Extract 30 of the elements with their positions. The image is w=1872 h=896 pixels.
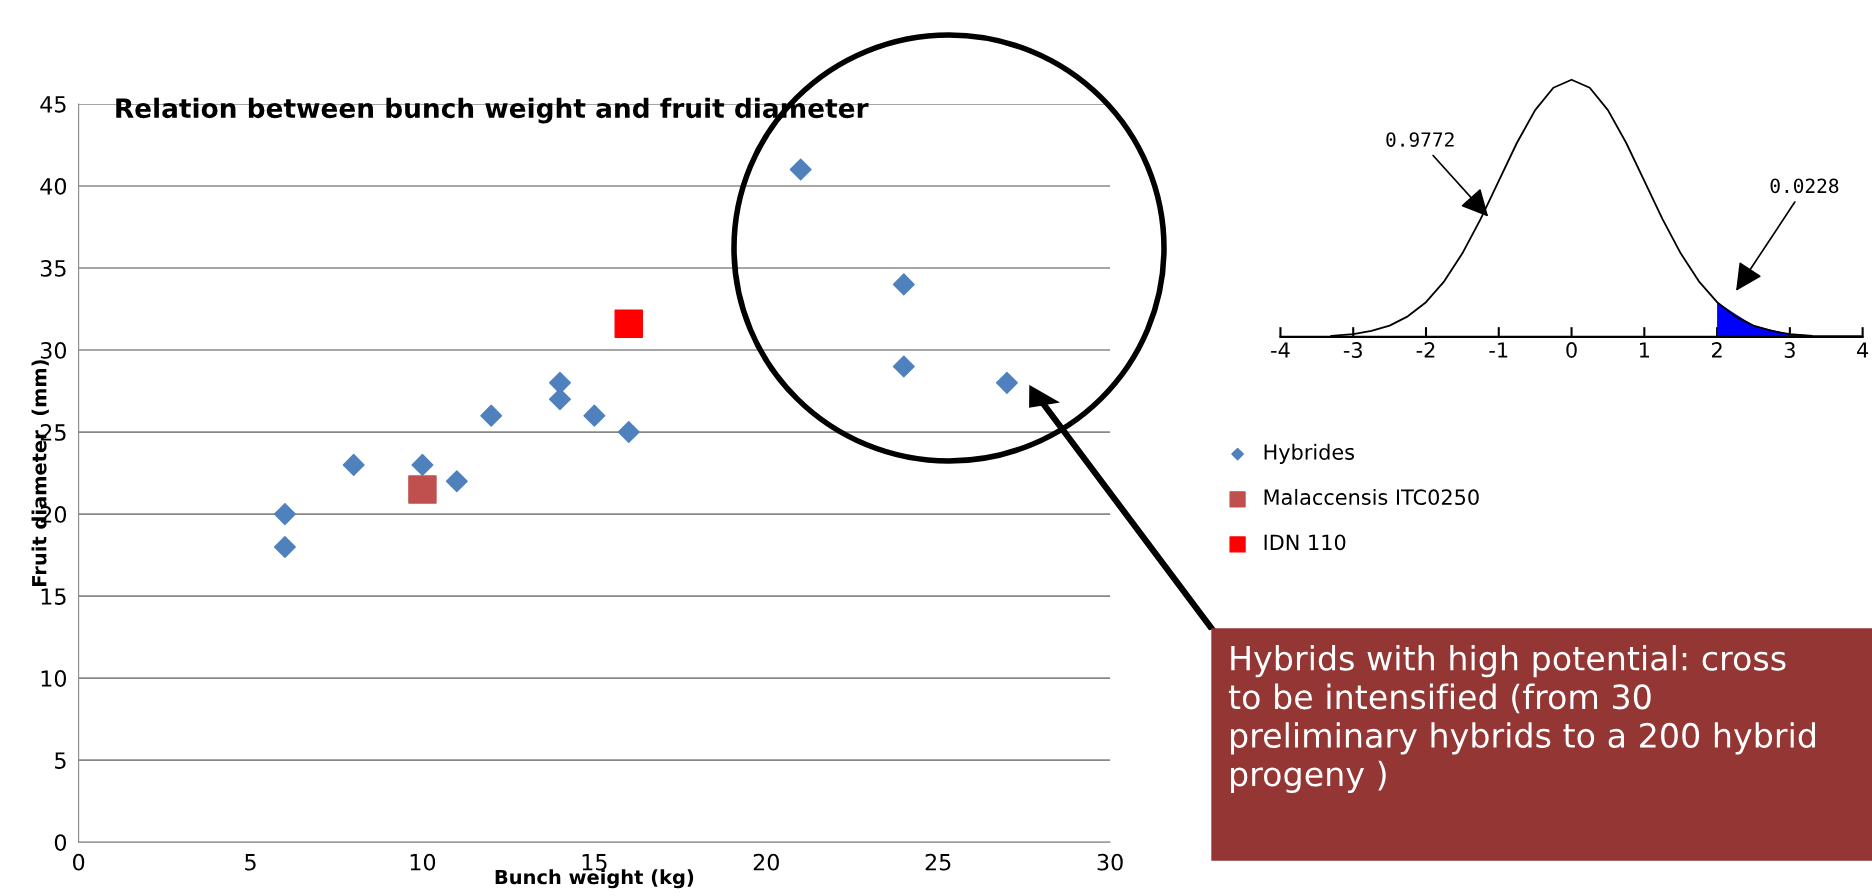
x-tick-label: 0 bbox=[1566, 342, 1577, 358]
x-tick-label: 30 bbox=[1097, 853, 1123, 871]
y-tick-label: 5 bbox=[55, 752, 66, 769]
annotation: 0.9772 bbox=[1386, 132, 1454, 147]
x-tick-label: 0 bbox=[73, 853, 85, 871]
x-tick-label: -1 bbox=[1489, 342, 1508, 358]
x-tick-label: 1 bbox=[1639, 342, 1650, 358]
x-tick-label: 20 bbox=[753, 853, 779, 871]
y-tick-label: 15 bbox=[41, 588, 66, 605]
x-tick-label: 4 bbox=[1857, 342, 1869, 358]
x-tick-label: -3 bbox=[1343, 342, 1362, 358]
x-tick-label: 2 bbox=[1711, 342, 1722, 358]
y-tick-label: 40 bbox=[40, 177, 67, 195]
legend-label: IDN 110 bbox=[1264, 534, 1346, 551]
y-tick-label: 0 bbox=[54, 834, 67, 851]
x-tick-label: -4 bbox=[1271, 342, 1290, 358]
x-axis-title: Bunch weight (kg) bbox=[495, 869, 694, 889]
text: Hybrids with high potential: cross to be intensified (from 30 preliminary hybrids to a 200 hybrid progeny ) bbox=[1228, 645, 1815, 794]
x-tick-label: 10 bbox=[410, 853, 436, 871]
legend-label: Malaccensis ITC0250 bbox=[1264, 488, 1479, 506]
x-tick-label: 25 bbox=[925, 853, 951, 871]
x-tick-label: 5 bbox=[245, 854, 256, 871]
x-tick-label: 3 bbox=[1784, 342, 1795, 358]
x-tick-label: -2 bbox=[1416, 342, 1435, 358]
annotation: 0.0228 bbox=[1770, 178, 1839, 194]
x-tick-label: 15 bbox=[582, 854, 607, 871]
legend-label: Hybrides bbox=[1264, 443, 1355, 464]
y-tick-label: 45 bbox=[40, 96, 66, 113]
y-tick-label: 10 bbox=[41, 670, 67, 687]
y-tick-label: 35 bbox=[40, 259, 66, 277]
